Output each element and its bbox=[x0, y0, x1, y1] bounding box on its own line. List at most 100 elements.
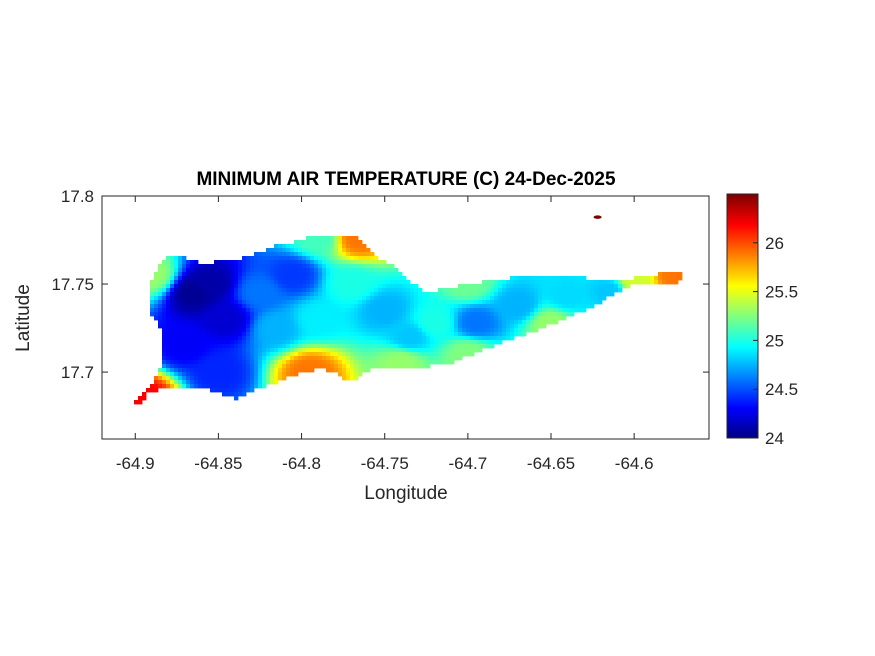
heatmap-cell bbox=[370, 328, 375, 333]
heatmap-cell bbox=[366, 320, 371, 325]
heatmap-cell bbox=[238, 276, 243, 281]
heatmap-cell bbox=[246, 344, 251, 349]
heatmap-cell bbox=[358, 344, 363, 349]
heatmap-cell bbox=[190, 280, 195, 285]
heatmap-cell bbox=[218, 336, 223, 341]
heatmap-cell bbox=[194, 288, 199, 293]
heatmap-cell bbox=[358, 292, 363, 297]
heatmap-cell bbox=[390, 296, 395, 301]
heatmap-cell bbox=[322, 352, 327, 357]
heatmap-cell bbox=[174, 284, 179, 289]
heatmap-cell bbox=[246, 372, 251, 377]
heatmap-cell bbox=[362, 312, 367, 317]
heatmap-cell bbox=[566, 296, 571, 301]
heatmap-cell bbox=[270, 300, 275, 305]
heatmap-cell bbox=[306, 292, 311, 297]
colorbar-segment bbox=[727, 224, 758, 227]
colorbar-tick-label: 24.5 bbox=[765, 380, 798, 399]
heatmap-cell bbox=[302, 352, 307, 357]
heatmap-cell bbox=[298, 268, 303, 273]
heatmap-cell bbox=[298, 328, 303, 333]
heatmap-cell bbox=[398, 320, 403, 325]
colorbar-segment bbox=[727, 426, 758, 429]
heatmap-cell bbox=[434, 336, 439, 341]
heatmap-cell bbox=[494, 288, 499, 293]
heatmap-cell bbox=[462, 308, 467, 313]
heatmap-cell bbox=[382, 364, 387, 369]
heatmap-cell bbox=[282, 248, 287, 253]
heatmap-cell bbox=[298, 300, 303, 305]
heatmap-cell bbox=[254, 312, 259, 317]
heatmap-cell bbox=[266, 380, 271, 385]
heatmap-cell bbox=[294, 312, 299, 317]
heatmap-cell bbox=[226, 300, 231, 305]
heatmap-cell bbox=[366, 268, 371, 273]
heatmap-cell bbox=[306, 340, 311, 345]
heatmap-cell bbox=[270, 276, 275, 281]
heatmap-cell bbox=[366, 276, 371, 281]
heatmap-cell bbox=[546, 320, 551, 325]
heatmap-cell bbox=[262, 356, 267, 361]
heatmap-cell bbox=[226, 336, 231, 341]
heatmap-cell bbox=[362, 248, 367, 253]
heatmap-cell bbox=[406, 292, 411, 297]
heatmap-cell bbox=[438, 308, 443, 313]
heatmap-cell bbox=[186, 264, 191, 269]
colorbar-segment bbox=[727, 338, 758, 341]
heatmap-cell bbox=[322, 236, 327, 241]
heatmap-cell bbox=[246, 308, 251, 313]
heatmap-cell bbox=[238, 388, 243, 393]
colorbar-segment bbox=[727, 286, 758, 289]
heatmap-cell bbox=[306, 300, 311, 305]
heatmap-cell bbox=[298, 308, 303, 313]
heatmap-cell bbox=[310, 344, 315, 349]
heatmap-cell bbox=[358, 364, 363, 369]
heatmap-cell bbox=[286, 264, 291, 269]
heatmap-cell bbox=[182, 284, 187, 289]
heatmap-cell bbox=[250, 316, 255, 321]
heatmap-cell bbox=[230, 284, 235, 289]
heatmap-cell bbox=[366, 336, 371, 341]
heatmap-cell bbox=[522, 312, 527, 317]
heatmap-cell bbox=[190, 376, 195, 381]
heatmap-cell bbox=[530, 324, 535, 329]
heatmap-cell bbox=[174, 256, 179, 261]
heatmap-cell bbox=[446, 356, 451, 361]
heatmap-cell bbox=[334, 276, 339, 281]
heatmap-cell bbox=[282, 324, 287, 329]
heatmap-cell bbox=[314, 364, 319, 369]
heatmap-cell bbox=[186, 268, 191, 273]
heatmap-cell bbox=[354, 276, 359, 281]
heatmap-cell bbox=[342, 376, 347, 381]
heatmap-cell bbox=[194, 372, 199, 377]
heatmap-cell bbox=[306, 288, 311, 293]
heatmap-cell bbox=[174, 352, 179, 357]
heatmap-cell bbox=[290, 320, 295, 325]
heatmap-cell bbox=[322, 252, 327, 257]
heatmap-cell bbox=[242, 328, 247, 333]
heatmap-cell bbox=[178, 364, 183, 369]
heatmap-cell bbox=[194, 268, 199, 273]
colorbar-segment bbox=[727, 288, 758, 291]
heatmap-cell bbox=[394, 304, 399, 309]
heatmap-cell bbox=[258, 268, 263, 273]
heatmap-cell bbox=[334, 352, 339, 357]
heatmap-cell bbox=[502, 292, 507, 297]
heatmap-cell bbox=[430, 296, 435, 301]
heatmap-cell bbox=[230, 288, 235, 293]
heatmap-cell bbox=[386, 304, 391, 309]
heatmap-cell bbox=[310, 324, 315, 329]
heatmap-cell bbox=[466, 340, 471, 345]
heatmap-cell bbox=[182, 280, 187, 285]
heatmap-cell bbox=[226, 268, 231, 273]
heatmap-cell bbox=[166, 280, 171, 285]
heatmap-cell bbox=[210, 368, 215, 373]
x-tick-label: -64.85 bbox=[194, 454, 242, 473]
heatmap-cell bbox=[246, 312, 251, 317]
heatmap-cell bbox=[470, 344, 475, 349]
heatmap-cell bbox=[462, 284, 467, 289]
heatmap-cell bbox=[238, 284, 243, 289]
heatmap-cell bbox=[418, 288, 423, 293]
heatmap-cell bbox=[362, 324, 367, 329]
heatmap-cell bbox=[182, 340, 187, 345]
